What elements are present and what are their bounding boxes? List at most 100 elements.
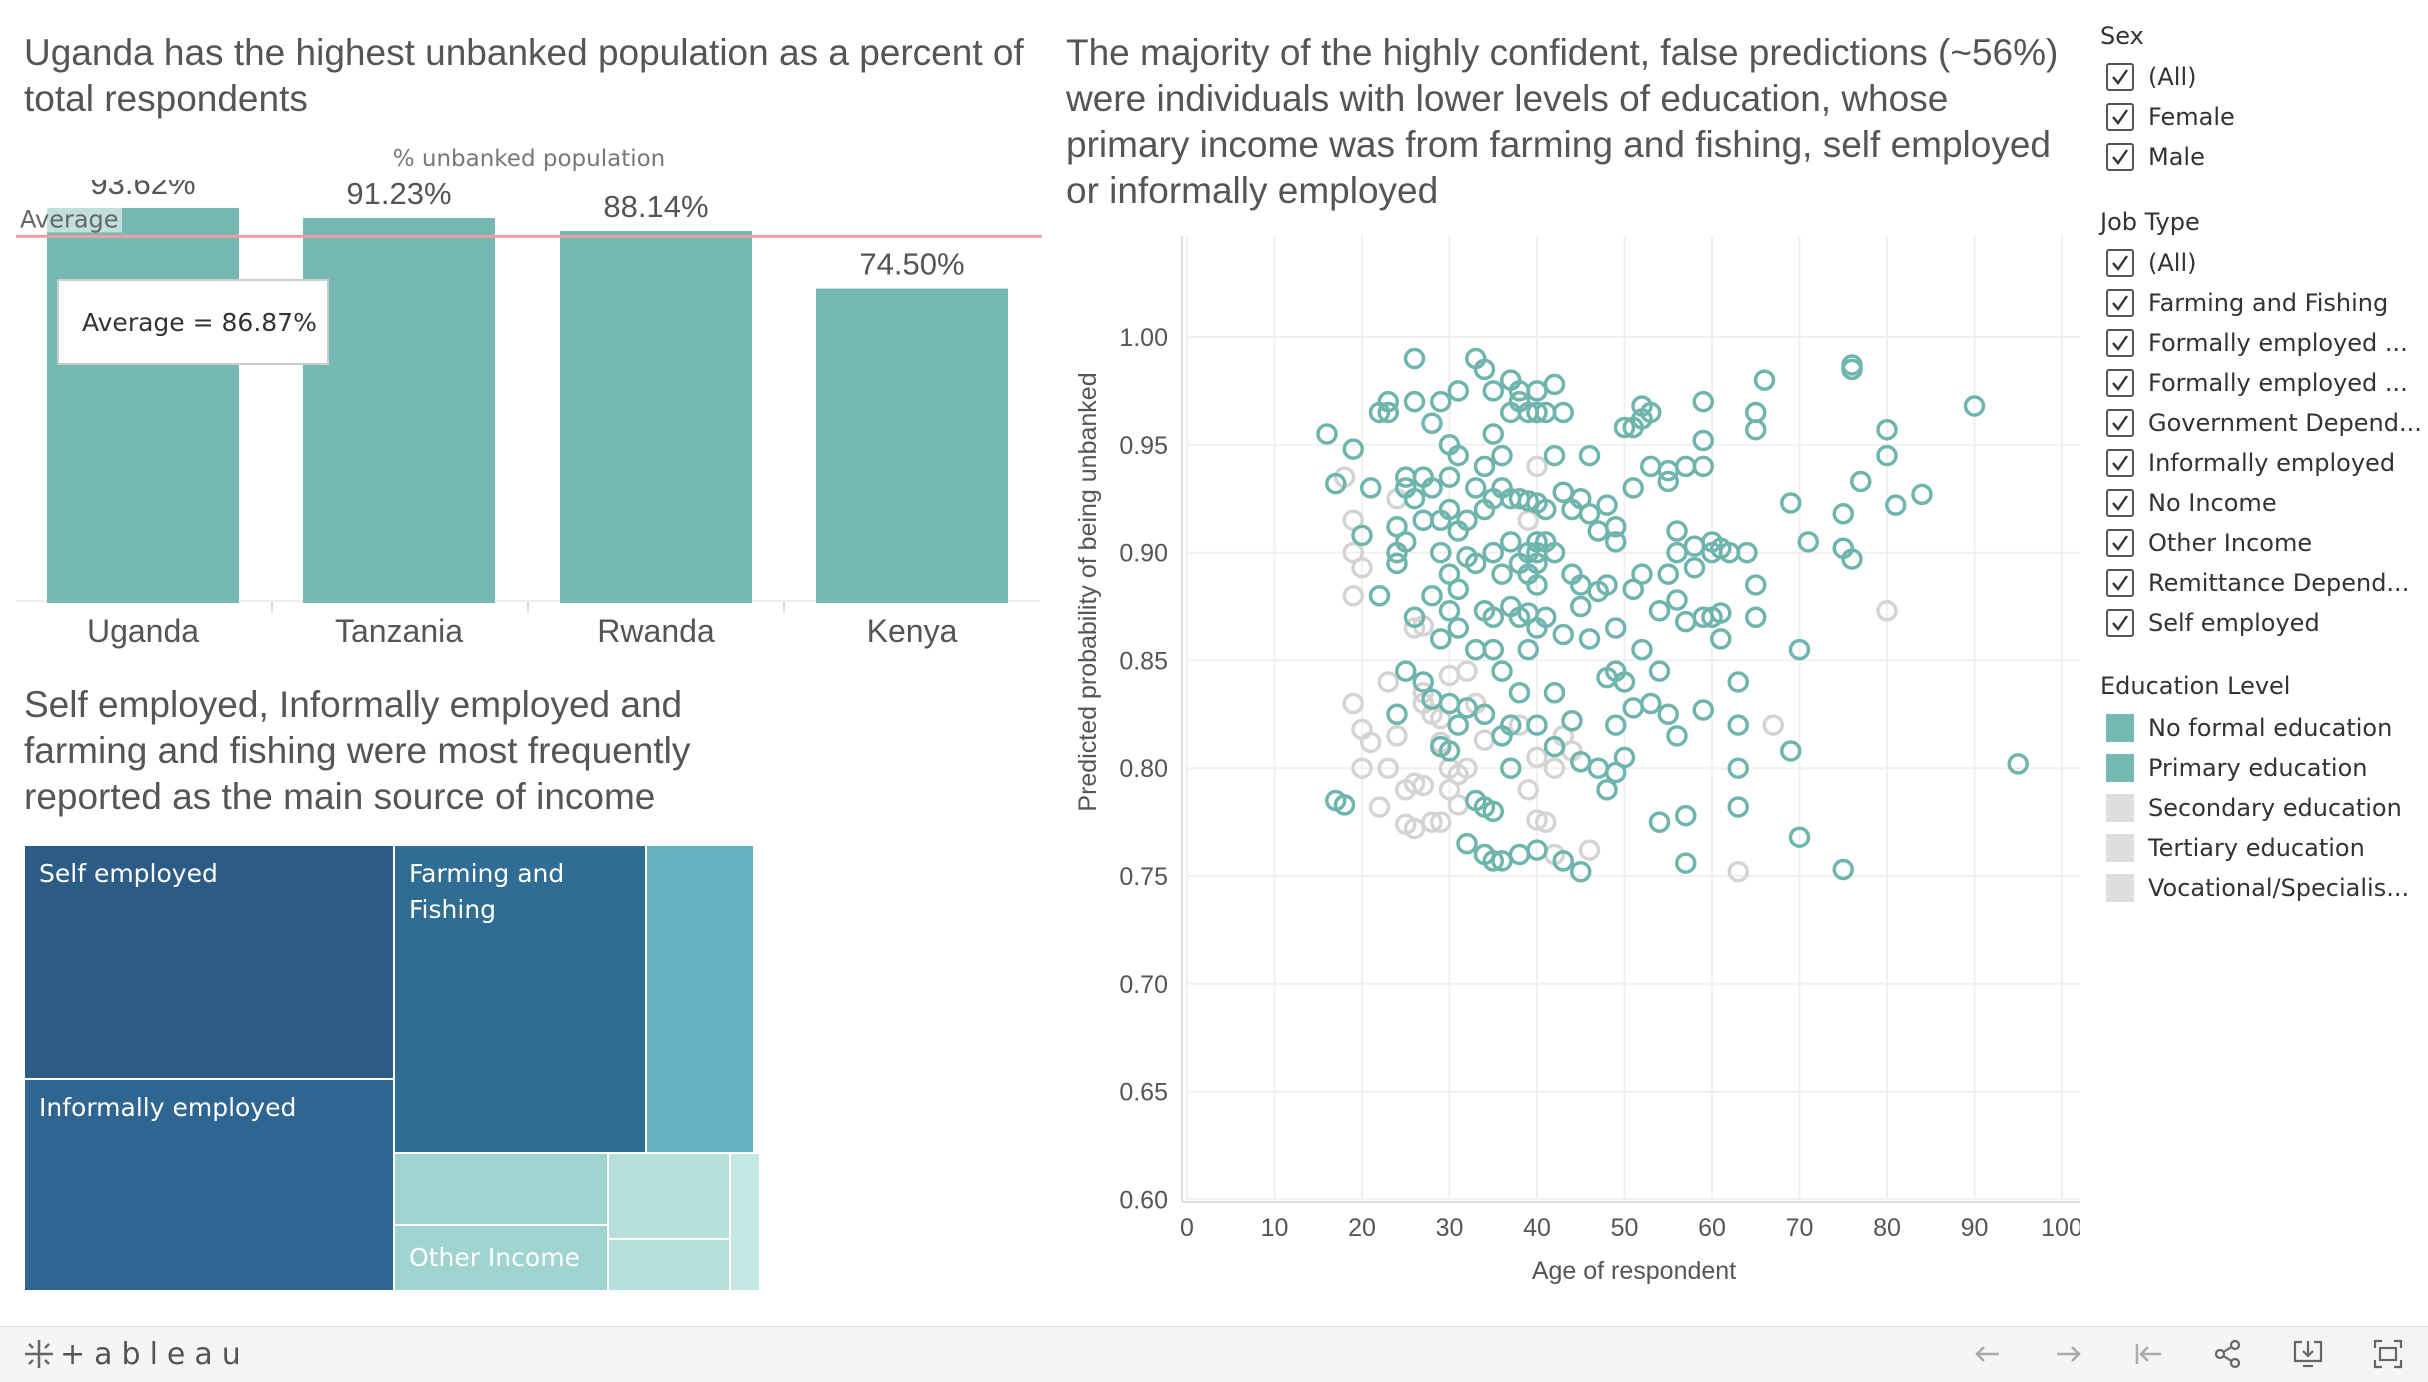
scatter-point-primary[interactable] [1517, 490, 1539, 512]
scatter-point-primary[interactable] [1465, 552, 1487, 575]
scatter-point-primary[interactable] [1648, 660, 1671, 682]
education-legend-item[interactable]: Primary education [2106, 748, 2367, 788]
scatter-point-primary[interactable] [1745, 401, 1767, 424]
scatter-point-secondary[interactable] [1368, 796, 1391, 818]
scatter-point-secondary[interactable] [1360, 731, 1382, 754]
scatter-point-secondary[interactable] [1342, 692, 1364, 715]
scatter-point-primary[interactable] [1727, 714, 1749, 736]
income-treemap[interactable]: Self employed Informally employed Farmin… [25, 846, 761, 1292]
checkbox-checked-icon[interactable] [2106, 329, 2134, 357]
scatter-point-primary[interactable] [1963, 395, 1986, 417]
scatter-point-primary[interactable] [1613, 746, 1636, 769]
bar-rwanda[interactable] [560, 231, 752, 603]
scatter-point-primary[interactable] [1500, 714, 1522, 736]
scatter-point-primary[interactable] [1710, 602, 1732, 624]
scatter-point-primary[interactable] [1788, 826, 1811, 848]
scatter-point-primary[interactable] [1403, 390, 1426, 413]
scatter-point-primary[interactable] [1692, 390, 1714, 413]
scatter-point-primary[interactable] [1482, 606, 1504, 629]
scatter-point-primary[interactable] [1430, 541, 1452, 564]
scatter-point-primary[interactable] [1447, 617, 1469, 639]
scatter-point-primary[interactable] [1631, 638, 1653, 661]
scatter-point-secondary[interactable] [1727, 860, 1749, 883]
scatter-point-primary[interactable] [1543, 681, 1566, 704]
scatter-point-primary[interactable] [1316, 423, 1338, 445]
scatter-point-primary[interactable] [1675, 804, 1697, 827]
scatter-point-primary[interactable] [1570, 595, 1592, 618]
scatter-point-primary[interactable] [1526, 714, 1548, 736]
scatter-point-secondary[interactable] [1430, 811, 1452, 833]
scatter-point-secondary[interactable] [1526, 809, 1548, 831]
scatter-point-primary[interactable] [1421, 477, 1443, 499]
scatter-point-primary[interactable] [1797, 531, 1819, 553]
scatter-point-primary[interactable] [1596, 574, 1618, 596]
scatter-point-secondary[interactable] [1386, 725, 1408, 747]
scatter-point-primary[interactable] [1535, 498, 1557, 521]
bar-tanzania[interactable] [303, 218, 495, 603]
scatter-point-primary[interactable] [1832, 503, 1854, 525]
scatter-point-primary[interactable] [1683, 556, 1706, 579]
treemap-tile-small-1[interactable] [395, 1154, 609, 1226]
scatter-point-primary[interactable] [1753, 369, 1776, 391]
treemap-tile-other-income[interactable]: Other Income [395, 1226, 609, 1292]
scatter-point-primary[interactable] [1395, 531, 1417, 553]
scatter-point-primary[interactable] [1482, 423, 1504, 445]
education-legend-item[interactable]: No formal education [2106, 708, 2392, 748]
scatter-point-primary[interactable] [1876, 444, 1898, 467]
scatter-point-primary[interactable] [1412, 671, 1434, 693]
scatter-point-primary[interactable] [1666, 589, 1688, 611]
scatter-point-primary[interactable] [1666, 520, 1688, 542]
bar-uganda[interactable] [47, 207, 239, 604]
scatter-point-primary[interactable] [1482, 638, 1504, 661]
education-legend-item[interactable]: Vocational/Specialis... [2106, 868, 2409, 908]
scatter-point-primary[interactable] [1421, 412, 1443, 434]
scatter-point-primary[interactable] [1561, 710, 1583, 732]
scatter-point-secondary[interactable] [1351, 556, 1373, 579]
scatter-point-primary[interactable] [1596, 494, 1618, 516]
job-type-filter-item[interactable]: (All) [2106, 243, 2196, 283]
scatter-point-primary[interactable] [1622, 697, 1644, 719]
treemap-tile-informally-employed[interactable]: Informally employed [25, 1080, 395, 1292]
scatter-point-primary[interactable] [1605, 714, 1627, 736]
scatter-point-primary[interactable] [1640, 401, 1662, 424]
scatter-point-primary[interactable] [1596, 779, 1618, 801]
scatter-point-primary[interactable] [1578, 628, 1601, 650]
scatter-point-primary[interactable] [1578, 444, 1601, 467]
scatter-point-secondary[interactable] [1447, 794, 1469, 816]
scatter-point-primary[interactable] [1657, 470, 1679, 493]
scatter-point-primary[interactable] [1482, 800, 1504, 823]
scatter-point-primary[interactable] [1727, 671, 1749, 693]
scatter-point-primary[interactable] [1535, 606, 1557, 629]
scatter-chart[interactable]: 0 10 20 30 40 50 60 70 80 90 100 0.60 0.65 0.70 0.75 0.… [1060, 220, 2080, 1300]
scatter-point-secondary[interactable] [1456, 660, 1478, 682]
scatter-point-primary[interactable] [1508, 681, 1531, 704]
scatter-point-primary[interactable] [1360, 477, 1382, 499]
scatter-point-primary[interactable] [1552, 481, 1574, 503]
scatter-point-primary[interactable] [1675, 610, 1697, 633]
scatter-point-primary[interactable] [1482, 850, 1504, 872]
scatter-point-secondary[interactable] [1377, 671, 1399, 693]
scatter-point-primary[interactable] [1675, 852, 1697, 874]
scatter-point-primary[interactable] [1657, 703, 1679, 726]
scatter-point-primary[interactable] [1368, 584, 1391, 607]
scatter-point-primary[interactable] [1351, 524, 1373, 547]
scatter-point-primary[interactable] [1473, 455, 1496, 478]
scatter-point-primary[interactable] [1640, 692, 1662, 715]
scatter-point-secondary[interactable] [1421, 811, 1443, 833]
scatter-point-primary[interactable] [1342, 438, 1364, 460]
scatter-point-primary[interactable] [1727, 757, 1749, 779]
checkbox-checked-icon[interactable] [2106, 609, 2134, 637]
checkbox-checked-icon[interactable] [2106, 289, 2134, 317]
scatter-point-primary[interactable] [1447, 380, 1469, 402]
scatter-point-primary[interactable] [1552, 850, 1574, 872]
redo-button[interactable] [2046, 1332, 2090, 1376]
scatter-point-secondary[interactable] [1473, 729, 1496, 751]
scatter-point-primary[interactable] [1543, 735, 1566, 758]
checkbox-checked-icon[interactable] [2106, 529, 2134, 557]
job-type-filter-item[interactable]: Government Depend... [2106, 403, 2422, 443]
sex-filter-item[interactable]: (All) [2106, 57, 2196, 97]
scatter-point-primary[interactable] [1430, 390, 1452, 413]
scatter-point-primary[interactable] [1780, 492, 1802, 514]
scatter-point-primary[interactable] [1430, 628, 1452, 650]
scatter-point-primary[interactable] [1780, 740, 1802, 762]
